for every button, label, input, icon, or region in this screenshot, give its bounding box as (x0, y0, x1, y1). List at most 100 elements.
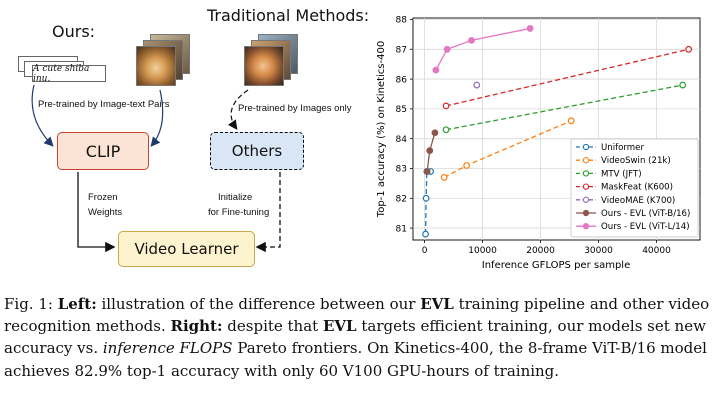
legend-label: VideoSwin (21k) (601, 156, 671, 166)
series-videoswin-21k- (440, 117, 575, 181)
data-point (422, 194, 430, 202)
legend-entry: MaskFeat (K600) (576, 183, 673, 193)
data-point (463, 162, 471, 169)
caption-evl-1: EVL (420, 295, 454, 313)
frozen-line1: Frozen (88, 192, 118, 203)
figure-caption: Fig. 1: Left: illustration of the differ… (4, 293, 712, 382)
initialize-line2: for Fine-tuning (208, 207, 270, 218)
chart-legend: Uniformer VideoSwin (21k) MTV (JFT) MaskFea… (570, 138, 699, 238)
data-point (442, 126, 450, 134)
video-learner-label: Video Learner (134, 240, 239, 258)
traditional-methods-heading: Traditional Methods: (207, 6, 370, 25)
data-point (423, 168, 431, 175)
caption-right-label: Right: (170, 317, 223, 336)
legend-label: Ours - EVL (ViT-L/14) (601, 222, 690, 232)
legend-label: Uniformer (601, 143, 644, 153)
caption-text-4: targets efficient training, our models s… (4, 317, 706, 358)
x-tick-label: 0 (422, 246, 428, 256)
data-point (443, 45, 451, 53)
initialize-line1: Initialize (218, 192, 253, 203)
x-axis-label: Inference GFLOPS per sample (482, 260, 630, 271)
data-point (432, 66, 440, 74)
legend-marker (582, 209, 590, 217)
data-point (422, 230, 429, 238)
series-ours-evl-vit-l-14- (432, 25, 534, 74)
x-tick-label: 10000 (468, 246, 497, 256)
caption-text-1: illustration of the difference between o… (96, 295, 421, 313)
data-point (526, 25, 534, 32)
legend-marker (582, 157, 590, 164)
others-box: Others (210, 132, 304, 170)
y-tick-label: 87 (396, 45, 407, 55)
others-to-learner-arrow (255, 172, 281, 253)
video-learner-box: Video Learner (118, 231, 255, 267)
y-tick-label: 86 (396, 75, 408, 85)
legend-entry: VideoMAE (K700) (576, 196, 675, 206)
legend-entry: Ours - EVL (ViT-B/16) (576, 209, 690, 219)
clip-label: CLIP (85, 141, 121, 161)
legend-frame (570, 138, 699, 238)
data-point (685, 45, 693, 53)
series-line (443, 120, 572, 178)
legend-marker (582, 143, 590, 151)
x-tick-label: 20000 (526, 246, 555, 256)
series-maskfeat-k600- (442, 45, 693, 110)
series-line (435, 27, 531, 71)
series-mtv-jft- (442, 81, 687, 134)
series-videomae-k700- (473, 81, 481, 89)
legend-label: MaskFeat (K600) (601, 183, 673, 193)
legend-marker (582, 223, 590, 230)
y-tick-label: 85 (396, 105, 407, 115)
caption-evl-2: EVL (322, 317, 357, 336)
text-card-caption: A cute shiba inu. (33, 63, 90, 84)
frozen-weights-label: Frozen Weights (88, 190, 122, 220)
caption-left-label: Left: (57, 295, 97, 313)
data-point (468, 36, 475, 44)
legend-label: MTV (JFT) (601, 169, 642, 179)
y-tick-label: 83 (396, 165, 407, 175)
caption-text-5: Pareto frontiers. On Kinetics-400, the 8… (4, 339, 707, 380)
legend-entry: VideoSwin (21k) (576, 156, 671, 166)
caption-text-2: training pipeline and other video recogn… (4, 295, 710, 336)
data-point (431, 129, 439, 137)
clip-to-learner-arrow (77, 172, 116, 253)
y-axis-label: Top-1 accuracy (%) on Kinetics-400 (376, 41, 387, 218)
plot-frame (412, 17, 701, 241)
ours-heading: Ours: (52, 22, 96, 41)
others-label: Others (231, 142, 283, 160)
x-tick-label: 40000 (642, 246, 671, 256)
legend-marker (582, 183, 590, 190)
ticks: 0 10000 20000 30000 40000 81 82 83 84 85 86 87 88 (396, 16, 672, 256)
data-point (679, 81, 687, 89)
series-layer (422, 25, 693, 238)
series-line (445, 84, 683, 131)
illustration-arrows (31, 84, 281, 253)
clip-box: CLIP (57, 132, 149, 170)
pretrained-image-text-label: Pre-trained by Image-text Pairs (38, 99, 170, 110)
legend-entry: MTV (JFT) (576, 169, 642, 179)
y-tick-label: 81 (396, 224, 407, 234)
initialize-label: Initialize for Fine-tuning (208, 190, 269, 220)
text-to-clip-arrow (31, 84, 54, 147)
data-point (473, 81, 481, 89)
caption-text-3: despite that (222, 317, 323, 336)
y-tick-label: 82 (396, 194, 407, 204)
caption-inference-flops: inference FLOPS (102, 339, 233, 358)
legend-entry: Uniformer (576, 143, 644, 153)
legend-label: VideoMAE (K700) (601, 196, 675, 206)
data-point (440, 174, 448, 181)
accuracy-vs-flops-chart: 0 10000 20000 30000 40000 81 82 83 84 85 86 87 88 In… (376, 16, 701, 271)
series-ours-evl-vit-b-16- (423, 129, 439, 175)
data-point (567, 117, 575, 125)
legend-entry: Ours - EVL (ViT-L/14) (576, 222, 690, 232)
image-to-others-arrow (227, 89, 249, 130)
y-tick-label: 88 (396, 16, 408, 26)
series-line (424, 170, 431, 235)
data-point (426, 147, 434, 155)
legend-marker (582, 170, 590, 177)
data-point (442, 102, 450, 110)
series-line (445, 48, 689, 107)
legend-label: Ours - EVL (ViT-B/16) (601, 209, 690, 219)
y-tick-label: 84 (396, 135, 408, 145)
image-to-clip-arrow (150, 89, 164, 147)
